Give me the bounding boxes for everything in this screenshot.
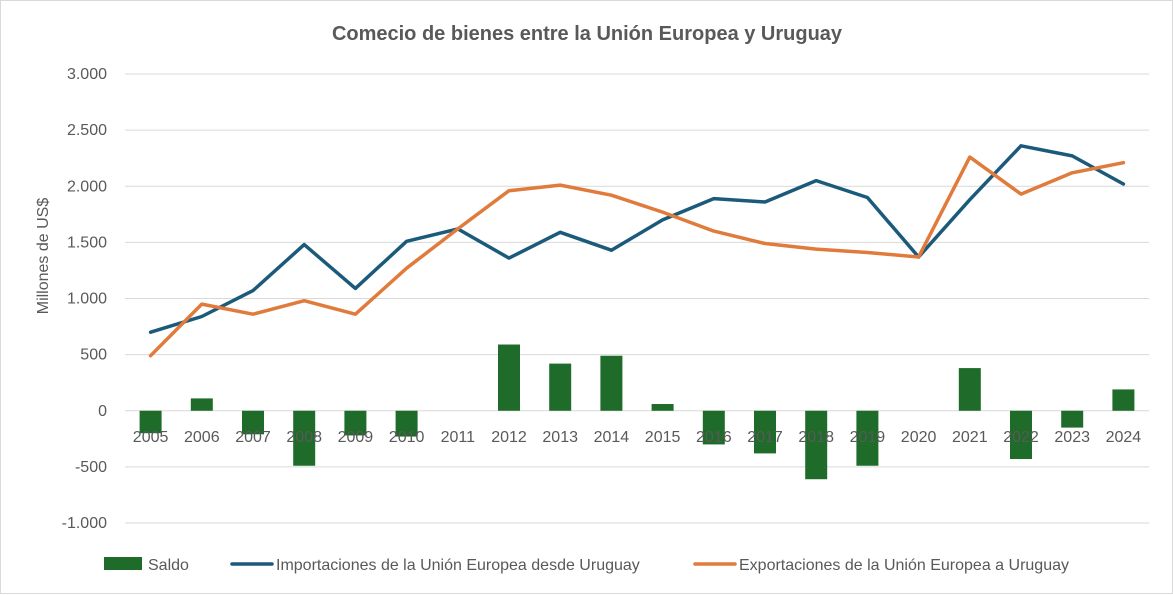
x-tick-label: 2022 (1003, 429, 1039, 446)
saldo-bar (498, 344, 520, 411)
x-tick-label: 2010 (389, 429, 425, 446)
saldo-bar (1010, 410, 1032, 460)
importaciones-line (148, 144, 1126, 334)
saldo-bar (1112, 389, 1135, 411)
x-tick-label: 2011 (441, 429, 476, 446)
y-axis-ticks: 3.000 2.500 2.000 1.500 1.000 500 0 -500 -1.000 (62, 66, 107, 532)
saldo-bar (702, 410, 725, 445)
x-tick-label: 2016 (696, 429, 732, 446)
saldo-bar (651, 404, 674, 411)
x-tick-label: 2012 (491, 429, 527, 446)
saldo-bar (856, 410, 879, 466)
x-tick-label: 2009 (338, 429, 374, 446)
legend-label: Saldo (148, 557, 189, 574)
saldo-bar (293, 410, 316, 466)
x-tick-label: 2018 (798, 429, 834, 446)
x-tick-label: 2007 (235, 429, 271, 446)
saldo-bar (805, 410, 828, 480)
x-tick-label: 2013 (542, 429, 578, 446)
x-tick-label: 2021 (952, 429, 988, 446)
x-tick-label: 2015 (645, 429, 681, 446)
x-tick-label: 2020 (901, 429, 937, 446)
y-tick-label: -1.000 (62, 515, 107, 532)
legend-swatch-saldo (104, 557, 142, 570)
saldo-bar (395, 410, 418, 437)
series-lines (148, 144, 1126, 358)
x-tick-label: 2019 (850, 429, 886, 446)
y-tick-label: 3.000 (67, 66, 107, 83)
x-tick-label: 2005 (133, 429, 169, 446)
x-tick-label: 2008 (286, 429, 322, 446)
y-tick-label: 0 (98, 403, 107, 420)
y-tick-label: -500 (75, 459, 107, 476)
exportaciones-line (148, 155, 1126, 358)
saldo-bar (190, 398, 213, 411)
saldo-bar (1061, 410, 1084, 428)
saldo-bar (549, 363, 572, 411)
chart-title: Comecio de bienes entre la Unión Europea… (332, 23, 843, 45)
y-tick-label: 2.000 (67, 178, 107, 195)
y-axis-label: Millones de US$ (35, 198, 52, 315)
x-tick-label: 2006 (184, 429, 220, 446)
legend-label: Exportaciones de la Unión Europea a Urug… (739, 557, 1069, 574)
x-tick-label: 2024 (1106, 429, 1142, 446)
y-tick-label: 2.500 (67, 122, 107, 139)
y-tick-label: 500 (80, 347, 107, 364)
y-tick-label: 1.000 (67, 291, 107, 308)
x-axis-ticks: 2005 2006 2007 2008 2009 2010 2011 2012 2013 2014… (133, 429, 1141, 446)
x-tick-label: 2017 (747, 429, 783, 446)
legend: Saldo Importaciones de la Unión Europea d… (104, 557, 1069, 574)
legend-label: Importaciones de la Unión Europea desde … (276, 557, 640, 574)
x-tick-label: 2023 (1054, 429, 1090, 446)
saldo-bar (958, 368, 981, 411)
saldo-bar (139, 410, 162, 434)
saldo-bar (754, 410, 776, 454)
saldo-bar (242, 410, 264, 435)
x-tick-label: 2014 (594, 429, 630, 446)
saldo-bar (344, 410, 367, 436)
saldo-bars (139, 344, 1135, 480)
gridlines (125, 73, 1149, 524)
saldo-bar (600, 355, 623, 411)
y-tick-label: 1.500 (67, 234, 107, 251)
